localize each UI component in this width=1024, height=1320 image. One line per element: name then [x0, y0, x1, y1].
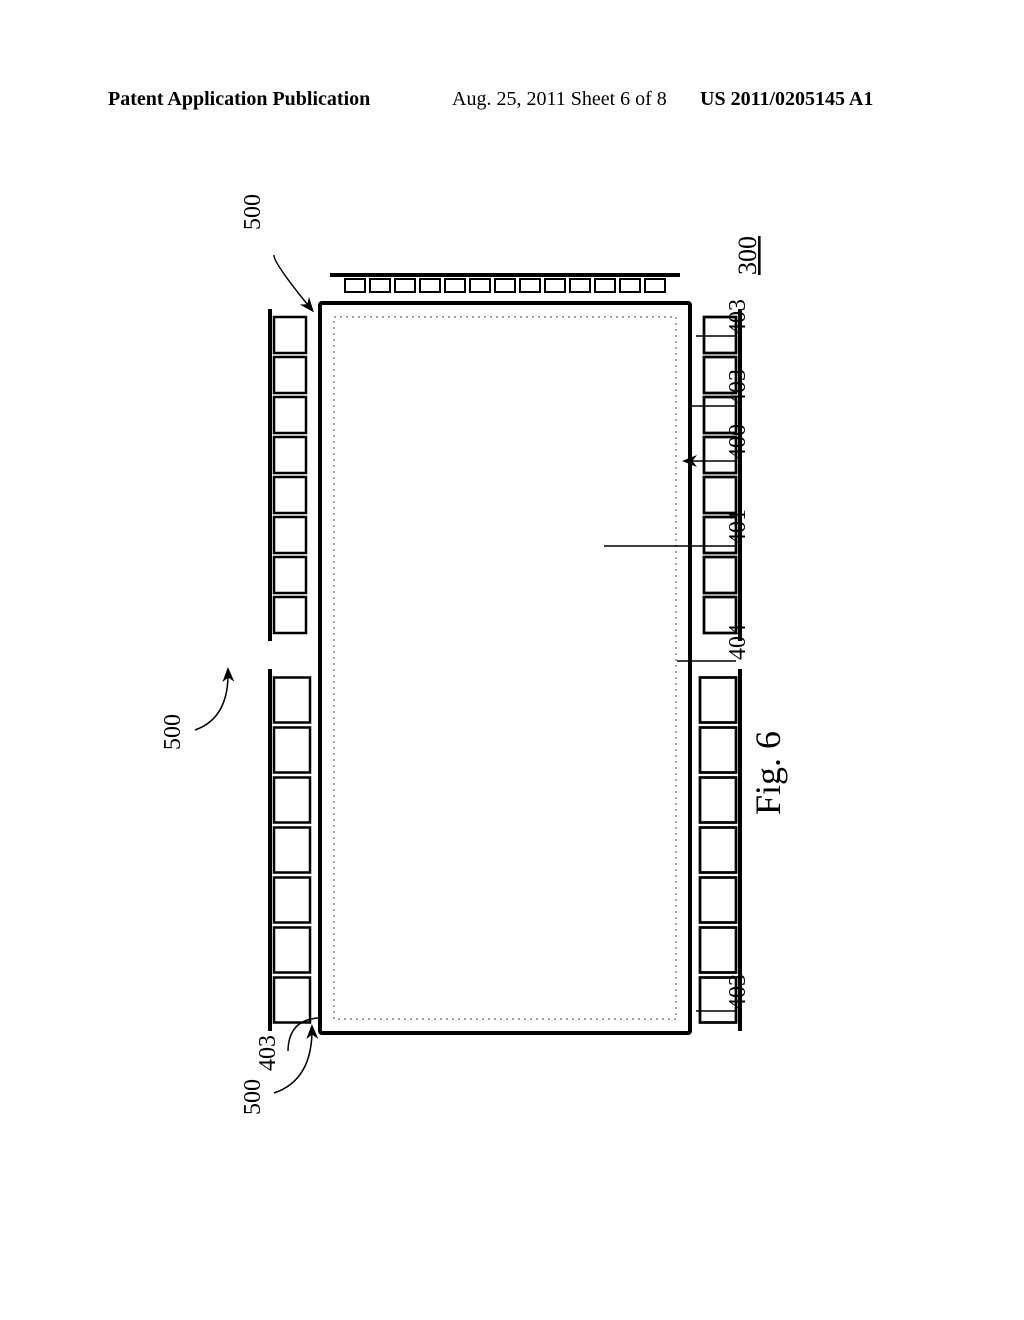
svg-text:500: 500 — [160, 714, 186, 750]
header-left: Patent Application Publication — [108, 88, 370, 111]
patent-page: Patent Application Publication Aug. 25, … — [0, 0, 1024, 1320]
svg-text:403: 403 — [725, 369, 751, 405]
figure-6: 300 500 500 500 403 403 400 401 404 403 403 Fig. 6 — [110, 175, 910, 1265]
svg-text:500: 500 — [240, 194, 266, 230]
header-center: Aug. 25, 2011 Sheet 6 of 8 — [452, 88, 667, 111]
figure-svg: 300 500 500 500 403 403 400 401 404 403 403 Fig. 6 — [110, 175, 910, 1265]
svg-text:400: 400 — [725, 424, 751, 460]
header-right: US 2011/0205145 A1 — [700, 88, 873, 111]
svg-text:403: 403 — [725, 974, 751, 1010]
svg-text:403: 403 — [255, 1035, 281, 1071]
svg-text:404: 404 — [725, 624, 751, 660]
svg-text:Fig. 6: Fig. 6 — [748, 731, 788, 815]
svg-text:500: 500 — [240, 1079, 266, 1115]
svg-text:401: 401 — [725, 509, 751, 545]
svg-text:300: 300 — [733, 236, 762, 275]
svg-text:403: 403 — [725, 299, 751, 335]
